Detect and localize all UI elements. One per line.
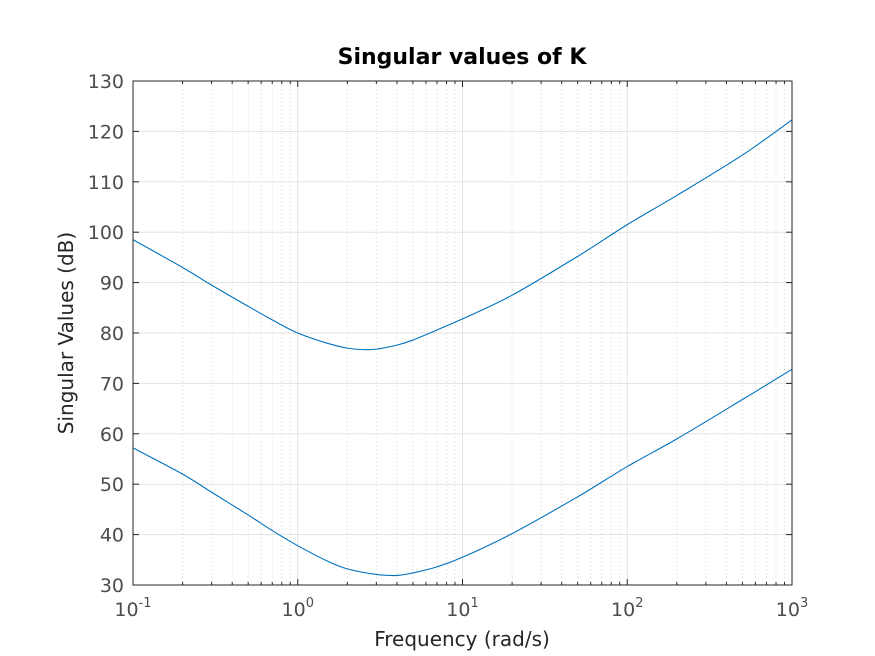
series-layer (132, 119, 793, 577)
x-tick-labels: 10-1 100 101 102 103 (114, 596, 808, 621)
y-tick-labels: 30 40 50 60 70 80 90 100 110 120 130 (88, 71, 124, 597)
x-tick-label: 102 (611, 596, 643, 621)
chart-title: Singular values of K (338, 45, 588, 70)
major-grid (133, 81, 792, 585)
y-tick-label: 50 (100, 474, 124, 496)
y-tick-label: 60 (100, 424, 124, 446)
y-tick-label: 70 (100, 373, 124, 395)
y-tick-label: 30 (100, 575, 124, 597)
x-tick-label: 103 (776, 596, 808, 621)
y-tick-label: 40 (100, 525, 124, 547)
y-tick-label: 80 (100, 323, 124, 345)
y-tick-label: 110 (88, 172, 124, 194)
y-axis-label: Singular Values (dB) (54, 232, 78, 434)
series-line-1 (132, 119, 793, 351)
tick-marks (132, 80, 793, 586)
y-tick-label: 130 (88, 71, 124, 93)
y-tick-label: 100 (88, 222, 124, 244)
y-tick-label: 90 (100, 273, 124, 295)
x-tick-label: 100 (282, 596, 314, 621)
x-axis-label: Frequency (rad/s) (374, 627, 550, 651)
x-tick-label: 101 (446, 596, 478, 621)
x-tick-label: 10-1 (114, 596, 151, 621)
y-tick-label: 120 (88, 121, 124, 143)
series-line-2 (132, 368, 793, 577)
